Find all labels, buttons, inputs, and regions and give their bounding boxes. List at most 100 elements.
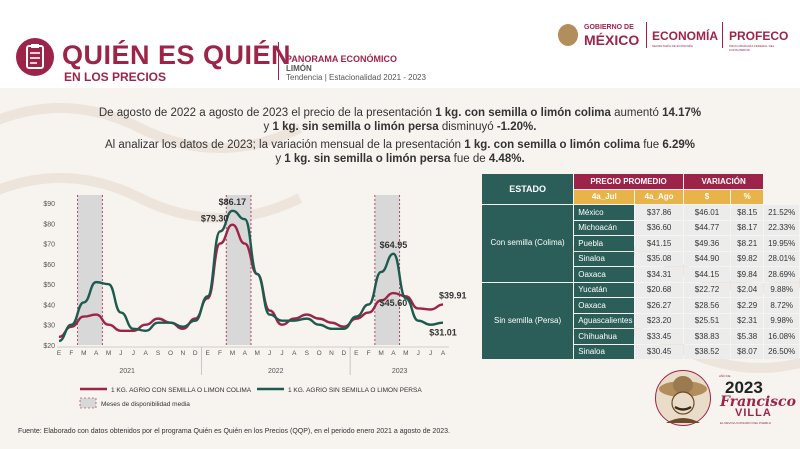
table-row: Aguascalientes $23.20 $25.51 $2.31 9.98% bbox=[482, 313, 799, 328]
price-jul: $41.15 bbox=[635, 236, 683, 251]
state-name: Aguascalientes bbox=[574, 313, 635, 328]
col-header-precio: PRECIO PROMEDIO bbox=[574, 174, 683, 189]
page-title: QUIÉN ES QUIÉN bbox=[62, 40, 292, 70]
table-row: Sin semilla (Persa) Yucatán $20.68 $22.72 $2… bbox=[482, 282, 799, 359]
shaded-availability-band bbox=[374, 195, 400, 345]
var-percent: 28.69% bbox=[764, 267, 799, 282]
x-tick-label: O bbox=[317, 350, 322, 357]
price-ago: $38.52 bbox=[683, 344, 730, 359]
table-row: Sinaloa $35.08 $44.90 $9.82 28.01% bbox=[482, 251, 799, 266]
table-row: Michoacán $36.60 $44.77 $8.17 22.33% bbox=[482, 220, 799, 235]
var-percent: 28.01% bbox=[764, 251, 799, 266]
clipboard-logo-icon bbox=[16, 38, 54, 76]
table-row: Con semilla (Colima) México $37.86 $46.01 $8… bbox=[482, 205, 799, 282]
x-tick-label: A bbox=[391, 350, 396, 357]
price-line-chart: $20$30$40$50$60$70$80$90E F M A M J J A S O N D E F M A… bbox=[43, 195, 467, 409]
price-jul: $34.31 bbox=[635, 267, 683, 282]
x-tick-label: F bbox=[69, 350, 73, 357]
table-row: Oaxaca $34.31 $44.15 $9.84 28.69% bbox=[482, 267, 799, 282]
table-row: Puebla $41.15 $49.36 $8.21 19.95% bbox=[482, 236, 799, 251]
var-percent: 16.08% bbox=[764, 329, 799, 344]
group-label: Sin semilla (Persa) bbox=[482, 282, 574, 359]
x-tick-label: E bbox=[354, 350, 359, 357]
x-tick-label: D bbox=[193, 350, 198, 357]
x-tick-label: J bbox=[417, 350, 420, 357]
year-label: 2021 bbox=[119, 368, 135, 375]
x-tick-label: A bbox=[144, 350, 149, 357]
x-tick-label: E bbox=[205, 350, 210, 357]
sub-header-percent: % bbox=[731, 189, 764, 204]
x-tick-label: N bbox=[181, 350, 186, 357]
x-tick-label: F bbox=[367, 350, 371, 357]
source-footnote: Fuente: Elaborado con datos obtenidos po… bbox=[18, 428, 450, 435]
price-jul: $36.60 bbox=[635, 220, 683, 235]
x-tick-label: M bbox=[403, 350, 408, 357]
x-tick-label: A bbox=[292, 350, 297, 357]
data-label: $39.91 bbox=[439, 291, 467, 301]
x-tick-label: A bbox=[441, 350, 446, 357]
economia-logo: ECONOMÍA bbox=[652, 29, 718, 43]
price-jul: $26.27 bbox=[635, 298, 683, 313]
y-tick-label: $60 bbox=[43, 262, 55, 269]
var-percent: 19.95% bbox=[764, 236, 799, 251]
table-row: Oaxaca $26.27 $28.56 $2.29 8.72% bbox=[482, 298, 799, 313]
page-subtitle: EN LOS PRECIOS bbox=[64, 70, 167, 84]
x-tick-label: A bbox=[94, 350, 99, 357]
state-name: México bbox=[574, 205, 635, 220]
y-tick-label: $40 bbox=[43, 302, 55, 309]
legend-label-colima: 1 KG. AGRIO CON SEMILLA O LIMON COLIMA bbox=[111, 387, 252, 394]
var-percent: 26.50% bbox=[764, 344, 799, 359]
y-tick-label: $50 bbox=[43, 282, 55, 289]
table-row: Chihuahua $33.45 $38.83 $5.38 16.08% bbox=[482, 329, 799, 344]
var-percent: 8.72% bbox=[764, 298, 799, 313]
x-tick-label: J bbox=[429, 350, 432, 357]
state-name: Sinaloa bbox=[574, 344, 635, 359]
sub-header-ago: 4a_Ago bbox=[635, 189, 683, 204]
francisco-villa-logo: AÑO DE 2023 Francisco VILLA EL REVOLUCIO… bbox=[655, 368, 796, 428]
var-dollar: $9.84 bbox=[731, 267, 764, 282]
state-name: Sinaloa bbox=[574, 251, 635, 266]
government-logos: GOBIERNO DE MÉXICO ECONOMÍA SECRETARÍA D… bbox=[558, 22, 788, 52]
economia-subtitle: SECRETARÍA DE ECONOMÍA bbox=[652, 44, 693, 48]
col-header-estado: ESTADO bbox=[482, 174, 574, 204]
price-ago: $44.90 bbox=[683, 251, 730, 266]
var-dollar: $2.29 bbox=[731, 298, 764, 313]
var-dollar: $8.21 bbox=[731, 236, 764, 251]
summary-text: De agosto de 2022 a agosto de 2023 el pr… bbox=[98, 107, 702, 165]
gov-big-text: MÉXICO bbox=[584, 32, 640, 48]
legend-label-shaded: Meses de disponibilidad media bbox=[101, 401, 190, 408]
x-tick-label: N bbox=[329, 350, 334, 357]
data-label: $45.60 bbox=[380, 298, 408, 308]
data-label: $79.30 bbox=[201, 214, 229, 224]
price-jul: $20.68 bbox=[635, 282, 683, 297]
var-percent: 9.88% bbox=[764, 282, 799, 297]
gov-small-text: GOBIERNO DE bbox=[584, 24, 634, 31]
x-tick-label: M bbox=[378, 350, 383, 357]
x-tick-label: S bbox=[305, 350, 310, 357]
x-tick-label: M bbox=[254, 350, 259, 357]
legend-label-persa: 1 KG. AGRIO SIN SEMILLA O LIMON PERSA bbox=[288, 387, 422, 394]
price-ago: $44.15 bbox=[683, 267, 730, 282]
x-tick-label: M bbox=[81, 350, 86, 357]
price-ago: $46.01 bbox=[683, 205, 730, 220]
eagle-seal-icon bbox=[558, 24, 578, 46]
state-name: Oaxaca bbox=[574, 298, 635, 313]
villa-portrait-icon bbox=[655, 370, 711, 426]
x-tick-label: O bbox=[168, 350, 173, 357]
price-jul: $33.45 bbox=[635, 329, 683, 344]
x-tick-label: D bbox=[342, 350, 347, 357]
header: QUIÉN ES QUIÉN EN LOS PRECIOS PANORAMA E… bbox=[0, 0, 800, 88]
villa-name: Francisco bbox=[720, 394, 796, 410]
price-ago: $28.56 bbox=[683, 298, 730, 313]
product-label: LIMÓN bbox=[286, 64, 312, 73]
x-tick-label: M bbox=[106, 350, 111, 357]
state-name: Puebla bbox=[574, 236, 635, 251]
shaded-availability-band bbox=[226, 195, 251, 345]
year-label: 2023 bbox=[392, 368, 408, 375]
x-tick-label: M bbox=[230, 350, 235, 357]
price-jul: $35.08 bbox=[635, 251, 683, 266]
x-tick-label: J bbox=[119, 350, 122, 357]
state-name: Chihuahua bbox=[574, 329, 635, 344]
price-jul: $37.86 bbox=[635, 205, 683, 220]
villa-year: 2023 bbox=[725, 378, 763, 397]
